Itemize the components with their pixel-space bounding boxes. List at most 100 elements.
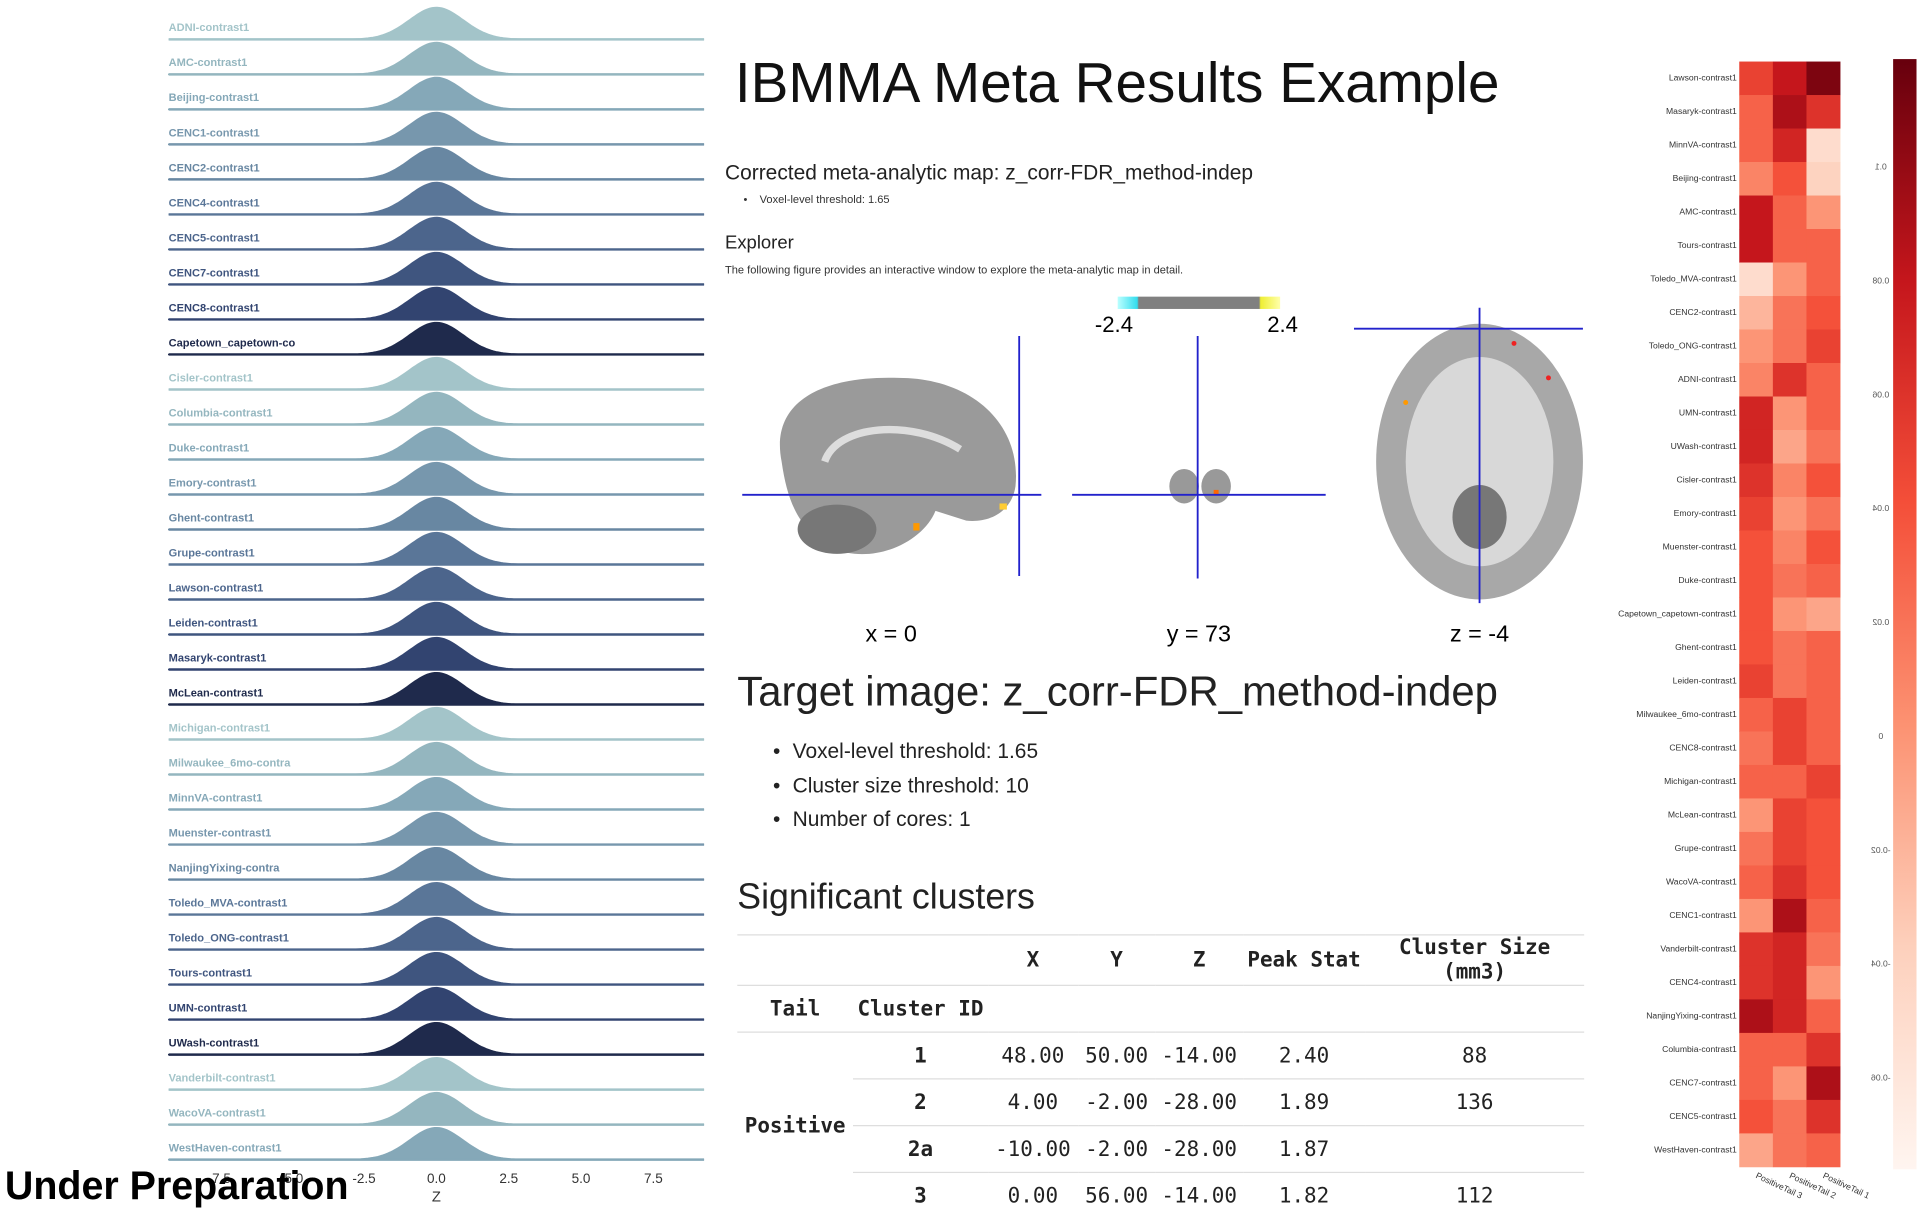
table-cell <box>1243 984 1366 1033</box>
colorbar-tick-label: -0.06 <box>1871 1073 1891 1083</box>
heatmap-cell <box>1806 296 1841 330</box>
heatmap-cell <box>1806 1133 1841 1168</box>
table-cell <box>852 934 988 986</box>
heatmap-cell <box>1739 831 1774 866</box>
heatmap-cell <box>1772 363 1807 397</box>
heatmap-cell <box>1806 563 1841 598</box>
heatmap-cell <box>1772 731 1807 766</box>
row-label: Grupe-contrast1 <box>1675 843 1737 853</box>
x-tick-label: -7.5 <box>208 1171 231 1186</box>
heatmap-cell <box>1806 429 1841 464</box>
heatmap-cell <box>1739 563 1774 598</box>
table-header-cell: Tail <box>737 984 853 1033</box>
heatmap-cell <box>1806 1066 1841 1101</box>
heatmap-cell <box>1739 999 1774 1034</box>
legend-label: CENC8-contrast1 <box>169 302 260 314</box>
heatmap-cell <box>1806 798 1841 833</box>
heatmap-cell <box>1806 664 1841 699</box>
heatmap-cell <box>1772 697 1807 732</box>
colorbar-tick-label: 0 <box>1878 731 1883 741</box>
table-header-row: X Y Z Peak Stat Cluster Size (mm3) <box>737 934 1585 986</box>
heatmap-cell <box>1806 61 1841 96</box>
row-label: Capetown_capetown-contrast1 <box>1618 609 1737 619</box>
table-cell: 3 <box>852 1171 988 1219</box>
sagittal-slice <box>742 336 1042 577</box>
heatmap-cell <box>1772 396 1807 431</box>
heatmap-cell <box>1806 463 1841 498</box>
bullet: Voxel-level threshold: 1.65 <box>743 193 890 205</box>
legend-label: WestHaven-contrast1 <box>169 1142 282 1154</box>
colorbar-tick-label: 0.04 <box>1872 503 1889 513</box>
colorbar-tick-label: -0.02 <box>1871 845 1891 855</box>
row-label: CENC1-contrast1 <box>1669 910 1737 920</box>
x-axis-label: Z <box>432 1190 441 1206</box>
row-label: Cisler-contrast1 <box>1677 475 1737 485</box>
legend-label: CENC2-contrast1 <box>169 162 260 174</box>
heatmap-cell <box>1806 764 1841 799</box>
legend-label: CENC1-contrast1 <box>169 127 260 139</box>
legend-label: WacoVA-contrast1 <box>169 1107 266 1119</box>
heatmap-cell <box>1806 95 1841 129</box>
axial-slice <box>1353 307 1583 604</box>
legend-label: Beijing-contrast1 <box>169 92 259 104</box>
row-label: CENC7-contrast1 <box>1669 1077 1737 1087</box>
x-tick-label: 2.5 <box>499 1171 518 1186</box>
colorbar-label: 2.4 <box>1267 312 1298 337</box>
heatmap-cell <box>1772 496 1807 531</box>
heatmap-cell <box>1739 1133 1774 1168</box>
heatmap-cell <box>1772 798 1807 833</box>
heatmap-cell <box>1739 195 1774 230</box>
row-label: Toledo_ONG-contrast1 <box>1649 341 1737 351</box>
table-header-cell: X <box>987 934 1078 986</box>
heatmap-cell <box>1806 396 1841 431</box>
table-cell: 136 <box>1365 1078 1585 1126</box>
heatmap-cell <box>1772 597 1807 632</box>
bullet: Number of cores: 1 <box>773 803 1038 837</box>
heatmap-cell <box>1739 229 1774 263</box>
heatmap-cell <box>1806 1032 1841 1067</box>
heatmap-cell <box>1806 831 1841 866</box>
x-tick-label: 5.0 <box>572 1171 591 1186</box>
heatmap-cell <box>1806 731 1841 766</box>
heatmap-cell <box>1806 496 1841 531</box>
heatmap-chart: Lawson-contrast1 Masaryk-contrast1 MinnVA-… <box>1618 59 1917 1201</box>
table-header-row: Tail Cluster ID <box>737 984 1585 1033</box>
heatmap-cell <box>1739 496 1774 531</box>
table-cell: 2a <box>852 1125 988 1173</box>
heatmap-cell <box>1806 932 1841 967</box>
description: The following figure provides an interac… <box>725 263 1184 276</box>
table-cell: 0.00 <box>987 1171 1078 1219</box>
section-heading: Target image: z_corr-FDR_method-indep <box>737 668 1498 716</box>
heatmap-cell <box>1739 898 1774 933</box>
heatmap-cell <box>1772 865 1807 900</box>
heatmap-cell <box>1772 1066 1807 1101</box>
heatmap-cell <box>1772 965 1807 1000</box>
heatmap-cell <box>1806 865 1841 900</box>
table-row: Positive 1 48.00 50.00 -14.00 2.40 88 <box>737 1031 1585 1219</box>
row-label: ADNI-contrast1 <box>1678 374 1737 384</box>
legend-label: CENC7-contrast1 <box>169 267 260 279</box>
row-label: Tours-contrast1 <box>1677 240 1737 250</box>
legend-label: Leiden-contrast1 <box>169 617 258 629</box>
colorbar-tick-label: 0.08 <box>1872 275 1889 285</box>
heatmap-cell <box>1739 329 1774 364</box>
legend-label: AMC-contrast1 <box>169 57 248 69</box>
heatmap-cell <box>1739 95 1774 129</box>
heatmap-cell <box>1772 195 1807 230</box>
table-header-cell: Y <box>1077 934 1156 986</box>
heatmap-cell <box>1739 731 1774 766</box>
heatmap-cell <box>1772 898 1807 933</box>
table-cell <box>737 934 853 986</box>
colorbar-label: -2.4 <box>1095 312 1133 337</box>
row-label: Emory-contrast1 <box>1674 508 1737 518</box>
table-cell <box>1077 984 1156 1033</box>
table-cell: -28.00 <box>1155 1125 1244 1173</box>
section-heading: Explorer <box>725 232 794 254</box>
row-label: AMC-contrast1 <box>1679 207 1737 217</box>
row-label: UMN-contrast1 <box>1679 408 1737 418</box>
heatmap-cell <box>1739 296 1774 330</box>
heatmap-cell <box>1806 597 1841 632</box>
table-cell: 50.00 <box>1077 1031 1156 1079</box>
slice-label: x = 0 <box>866 620 917 646</box>
